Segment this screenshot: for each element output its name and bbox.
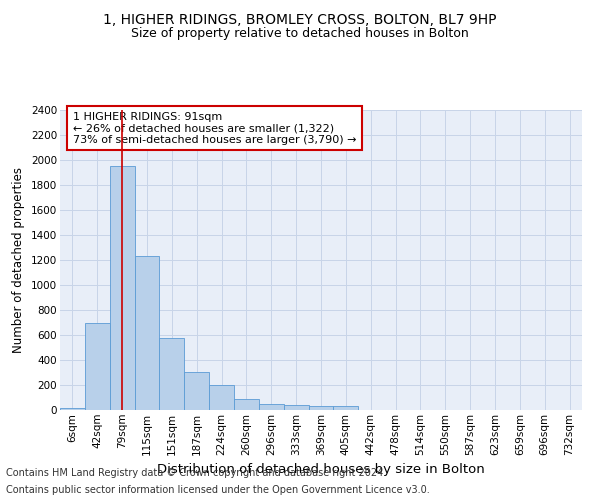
Text: Size of property relative to detached houses in Bolton: Size of property relative to detached ho… bbox=[131, 28, 469, 40]
Bar bbox=[134, 256, 160, 410]
Bar bbox=[334, 406, 358, 410]
Text: Contains HM Land Registry data © Crown copyright and database right 2024.: Contains HM Land Registry data © Crown c… bbox=[6, 468, 386, 477]
Bar bbox=[284, 405, 308, 410]
Text: Contains public sector information licensed under the Open Government Licence v3: Contains public sector information licen… bbox=[6, 485, 430, 495]
Bar bbox=[110, 166, 134, 410]
Bar bbox=[60, 408, 85, 410]
Bar bbox=[308, 406, 334, 410]
Bar bbox=[85, 322, 110, 410]
Bar bbox=[234, 400, 259, 410]
X-axis label: Distribution of detached houses by size in Bolton: Distribution of detached houses by size … bbox=[157, 463, 485, 476]
Bar bbox=[209, 385, 234, 410]
Bar bbox=[160, 338, 184, 410]
Text: 1, HIGHER RIDINGS, BROMLEY CROSS, BOLTON, BL7 9HP: 1, HIGHER RIDINGS, BROMLEY CROSS, BOLTON… bbox=[103, 12, 497, 26]
Bar bbox=[259, 404, 284, 410]
Text: 1 HIGHER RIDINGS: 91sqm
← 26% of detached houses are smaller (1,322)
73% of semi: 1 HIGHER RIDINGS: 91sqm ← 26% of detache… bbox=[73, 112, 356, 144]
Bar bbox=[184, 372, 209, 410]
Y-axis label: Number of detached properties: Number of detached properties bbox=[13, 167, 25, 353]
